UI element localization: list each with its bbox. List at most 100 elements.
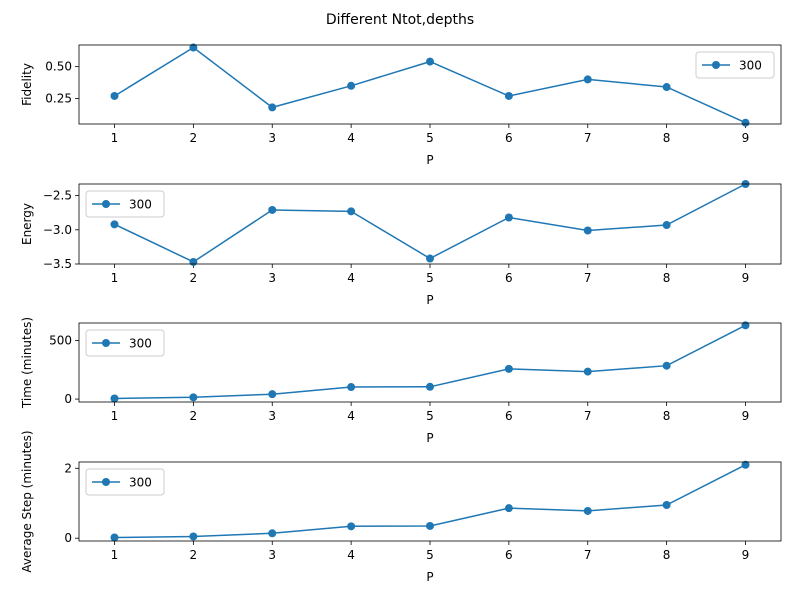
subplot-1-axes-frame	[79, 45, 781, 124]
subplot-4-y-axis-label: Average Step (minutes)	[20, 430, 34, 572]
subplot-1-x-axis-label: P	[426, 153, 433, 167]
subplot-2: 1 2 3 4 5 6 7 8 9 −3.5 −3.0 −2.5 P Energy 300	[20, 180, 781, 307]
subplot-1-data-point	[742, 119, 750, 127]
subplot-2-y-axis-label: Energy	[20, 203, 34, 245]
subplot-2-legend-marker	[102, 200, 110, 208]
subplot-3-data-point	[663, 362, 671, 370]
subplot-4-x-tick-label: 4	[347, 548, 355, 562]
subplot-4-x-tick-label: 1	[111, 548, 119, 562]
subplot-3-data-point	[426, 383, 434, 391]
subplot-4-y-tick-label: 0	[64, 531, 72, 545]
subplot-3-data-point	[742, 321, 750, 329]
subplot-4-x-tick-label: 8	[663, 548, 671, 562]
subplot-3-y-axis-label: Time (minutes)	[20, 317, 34, 409]
subplot-3-data-point	[268, 390, 276, 398]
subplot-1-legend-label: 300	[739, 59, 762, 73]
subplot-3-x-tick-label: 2	[190, 409, 198, 423]
subplot-2-y-tick-label: −2.5	[43, 189, 72, 203]
subplot-4-x-tick-label: 9	[742, 548, 750, 562]
subplot-1-x-tick-label: 3	[268, 131, 276, 145]
subplot-3-x-tick-label: 8	[663, 409, 671, 423]
subplot-2-x-tick-label: 7	[584, 271, 592, 285]
subplot-1-legend-marker	[712, 61, 720, 69]
subplot-1-y-axis-label: Fidelity	[20, 63, 34, 106]
subplot-3-data-point	[110, 394, 118, 402]
subplot-4-data-point	[189, 532, 197, 540]
subplot-2-series-line	[115, 184, 746, 262]
subplot-1-x-tick-label: 6	[505, 131, 513, 145]
subplot-3-legend-marker	[102, 339, 110, 347]
subplot-3-legend-label: 300	[129, 337, 152, 351]
subplot-4-data-point	[584, 507, 592, 515]
subplot-2-x-axis-label: P	[426, 293, 433, 307]
subplot-4-x-tick-label: 7	[584, 548, 592, 562]
subplot-1-x-tick-label: 9	[742, 131, 750, 145]
subplot-2-data-point	[663, 221, 671, 229]
subplot-4-x-tick-label: 3	[268, 548, 276, 562]
subplot-1-data-point	[426, 58, 434, 66]
subplot-3-data-point	[584, 368, 592, 376]
subplot-2-data-point	[189, 258, 197, 266]
subplot-3-y-tick-label: 500	[49, 334, 72, 348]
subplot-2-legend-label: 300	[129, 198, 152, 212]
subplot-4-data-point	[505, 504, 513, 512]
subplot-3-x-tick-label: 6	[505, 409, 513, 423]
subplot-3: 1 2 3 4 5 6 7 8 9 0 500 P Time (minutes) 300	[20, 317, 781, 445]
subplot-2-x-tick-label: 4	[347, 271, 355, 285]
subplot-3-data-point	[505, 365, 513, 373]
subplot-2-y-tick-label: −3.0	[43, 223, 72, 237]
subplot-1-x-tick-label: 4	[347, 131, 355, 145]
subplot-2-data-point	[505, 214, 513, 222]
subplot-3-legend: 300	[86, 330, 164, 356]
subplot-1-data-point	[110, 92, 118, 100]
subplot-3-data-point	[347, 383, 355, 391]
subplot-1-x-tick-label: 5	[426, 131, 434, 145]
subplot-1-data-point	[663, 83, 671, 91]
subplot-1: 1 2 3 4 5 6 7 8 9 0.25 0.50 P Fidelity 300	[20, 44, 781, 167]
subplot-2-data-point	[347, 207, 355, 215]
subplot-2-data-point	[426, 255, 434, 263]
subplot-4-legend-label: 300	[129, 476, 152, 490]
subplot-3-x-tick-label: 1	[111, 409, 119, 423]
subplot-2-axes-frame	[79, 184, 781, 264]
subplot-1-data-point	[347, 82, 355, 90]
subplot-2-x-tick-label: 9	[742, 271, 750, 285]
subplot-3-y-tick-label: 0	[64, 392, 72, 406]
subplot-2-x-tick-label: 5	[426, 271, 434, 285]
subplot-4-data-point	[110, 534, 118, 542]
subplot-2-x-tick-label: 8	[663, 271, 671, 285]
subplot-1-x-tick-label: 1	[111, 131, 119, 145]
subplot-2-data-point	[110, 220, 118, 228]
subplot-2-legend: 300	[86, 191, 164, 217]
subplot-3-x-tick-label: 9	[742, 409, 750, 423]
subplot-3-x-tick-label: 7	[584, 409, 592, 423]
subplot-4-legend: 300	[86, 469, 164, 495]
subplot-2-x-tick-label: 2	[190, 271, 198, 285]
subplot-4-x-axis-label: P	[426, 570, 433, 584]
subplot-1-x-tick-label: 8	[663, 131, 671, 145]
subplot-4-x-tick-label: 2	[190, 548, 198, 562]
subplot-2-x-tick-label: 1	[111, 271, 119, 285]
subplot-2-y-tick-label: −3.5	[43, 257, 72, 271]
subplot-1-x-tick-label: 7	[584, 131, 592, 145]
subplot-4-legend-marker	[102, 478, 110, 486]
subplot-4-data-point	[426, 522, 434, 530]
figure-title: Different Ntot,depths	[326, 12, 474, 28]
subplot-4-data-point	[663, 501, 671, 509]
subplot-1-data-point	[584, 75, 592, 83]
subplot-4-data-point	[268, 529, 276, 537]
subplot-3-x-tick-label: 3	[268, 409, 276, 423]
subplot-4-x-tick-label: 5	[426, 548, 434, 562]
subplot-2-x-tick-label: 6	[505, 271, 513, 285]
subplot-4-data-point	[347, 522, 355, 530]
subplot-1-data-point	[268, 103, 276, 111]
subplot-3-x-axis-label: P	[426, 431, 433, 445]
subplot-2-data-point	[268, 206, 276, 214]
subplot-2-x-tick-label: 3	[268, 271, 276, 285]
subplot-1-x-tick-label: 2	[190, 131, 198, 145]
subplot-4-x-tick-label: 6	[505, 548, 513, 562]
subplot-1-y-tick-label: 0.50	[45, 60, 72, 74]
subplot-1-y-tick-label: 0.25	[45, 92, 72, 106]
